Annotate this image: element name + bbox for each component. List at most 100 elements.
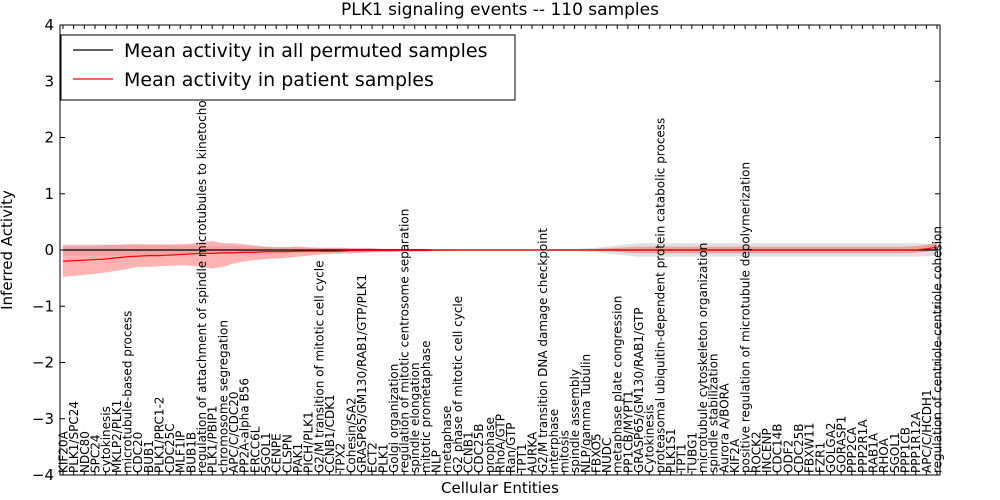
x-tick-label: spindle elongation [408,362,422,473]
legend-label-patient: Mean activity in patient samples [124,69,434,91]
x-tick-label: SGOL1 [259,432,273,473]
x-tick-label: PICH/PLK1 [302,411,316,473]
x-tick-label: PPP2R1A [856,419,870,473]
x-tick-label: GORASP1 [835,416,849,473]
x-tick-label: Cytokinesis [643,404,657,473]
x-tick-label: FBXO5 [589,433,603,473]
x-axis-label: Cellular Entities [441,479,559,497]
chart-title: PLK1 signaling events -- 110 samples [341,0,659,20]
x-tick-label: APC/C/CDC20 [227,391,241,473]
x-tick-label: regulation of mitotic centrosome separat… [398,209,412,473]
x-tick-label: APC/C/HCDH1 [920,389,934,473]
x-tick-label: PPP1R12A [909,411,923,473]
x-tick-label: TPT1 [675,443,689,474]
x-tick-label: TPT1 [515,443,529,474]
x-tick-label: PLK1/PRC1-2 [152,397,166,473]
x-tick-label: PPP2CA [845,426,859,473]
x-tick-label: microtubule cytoskeleton organization [696,243,710,473]
legend-label-permuted: Mean activity in all permuted samples [124,40,487,62]
x-tick-label: AURKA [525,431,539,473]
x-tick-label: proteasomal ubiquitin-dependent protein … [653,118,667,473]
x-tick-label: CDC25B [472,424,486,474]
x-tick-label: prophase [483,417,497,473]
legend-box [60,34,516,101]
x-tick-label: ODF2 [781,440,795,473]
x-tick-label: interphase [547,409,561,473]
x-tick-label: CDC20 [131,432,145,473]
x-tick-label: CCNB1 [462,431,476,473]
x-tick-label: G2 phase of mitotic cell cycle [451,296,465,473]
y-tick-label: 2 [44,129,54,147]
x-tick-label: ERCC6L [248,426,262,473]
y-axis-label: Inferred Activity [0,190,16,310]
x-tick-label: INCENP [760,428,774,473]
x-tick-label: regulation of attachment of spindle micr… [195,88,209,473]
x-tick-label: G2/M transition of mitotic cell cycle [312,260,326,473]
x-tick-label: PLK1/PBIP1 [206,406,220,473]
x-tick-label: chromosome segregation [216,320,230,473]
y-tick-label: 4 [44,16,54,34]
x-tick-label: Golgi organization [387,364,401,473]
x-tick-label: FBXW11 [803,423,817,474]
x-tick-label: CDC25C [163,423,177,473]
x-tick-label: SPC24 [88,434,102,473]
x-axis: KIF20APLK1/SPC24NDC80SPC24cytokinesisMKL… [57,25,945,475]
y-tick-label: −4 [32,466,54,484]
x-tick-label: MLF1IP [174,431,188,473]
x-tick-label: Ran/GTP [504,422,518,473]
series-lines [62,246,938,262]
y-tick-label: −2 [32,354,54,372]
x-tick-label: spindle stabilization [707,353,721,473]
x-tick-label: BUB1B [184,432,198,473]
x-tick-label: CENPE [270,433,284,473]
x-tick-label: KIF20A [57,430,71,473]
x-tick-label: CCNB1/CDK1 [323,394,337,473]
x-tick-label: spindle assembly [568,369,582,473]
x-tick-label: metaphase plate congression [611,296,625,473]
x-tick-label: NDC80 [78,431,92,473]
x-tick-label: GRASP65/GM130/RAB1/GTP/PLK1 [355,274,369,473]
x-tick-label: PLK1S1 [664,428,678,473]
x-tick-label: RHOA [877,437,891,473]
x-tick-label: ROCK2 [749,431,763,473]
y-tick-label: 0 [44,241,54,259]
x-tick-label: microtubule-based process [120,311,134,473]
x-tick-label: ECT2 [366,442,380,473]
x-tick-label: RhoA/GTP [494,414,508,473]
x-tick-label: CDC14B [771,424,785,474]
y-tick-label: 3 [44,72,54,90]
line-patient-mean [62,246,938,262]
x-tick-label: FZR1 [813,442,827,473]
x-tick-label: GRASP65/GM130/RAB1/GTP [632,307,646,473]
x-tick-label: PAK1 [291,443,305,473]
y-tick-label: 1 [44,185,54,203]
x-tick-label: G2/M transition DNA damage checkpoint [536,228,550,473]
x-tick-label: MKLP2/PLK1 [110,400,124,473]
x-tick-label: cytokinesis [99,406,113,473]
x-tick-label: GOLGA2 [824,422,838,473]
x-tick-label: positive regulation of microtubule depol… [739,162,753,473]
x-tick-label: TUBG1 [685,432,699,474]
x-tick-label: NLP/gamma Tubulin [579,354,593,473]
x-tick-label: SGOL1 [888,432,902,473]
x-tick-label: Cohesin/SA2 [344,397,358,473]
x-tick-label: metaphase [440,406,454,473]
x-tick-label: BUB1 [142,440,156,473]
x-tick-label: Aurora A/BORA [717,383,731,473]
x-tick-label: regulation of centriole-centriole cohesi… [931,226,945,473]
x-tick-label: mitosis [557,430,571,473]
x-tick-label: NUDC [600,438,614,473]
y-axis: −4 −3 −2 −1 0 1 2 3 4 [32,16,940,484]
x-tick-label: PLK1 [376,444,390,473]
x-tick-label: mitotic prometaphase [419,341,433,474]
x-tick-label: PP2A-alpha B56 [238,378,252,473]
legend: Mean activity in all permuted samples Me… [60,34,516,101]
x-tick-label: PP1CB/MYPT1 [621,390,635,473]
x-tick-label: PLK1/SPC24 [67,401,81,473]
x-tick-label: CLSPN [280,434,294,473]
x-tick-label: KIF2A [728,438,742,473]
x-tick-label: RAB1A [867,432,881,473]
x-tick-label: CDC25B [792,424,806,474]
y-tick-label: −1 [32,297,54,315]
